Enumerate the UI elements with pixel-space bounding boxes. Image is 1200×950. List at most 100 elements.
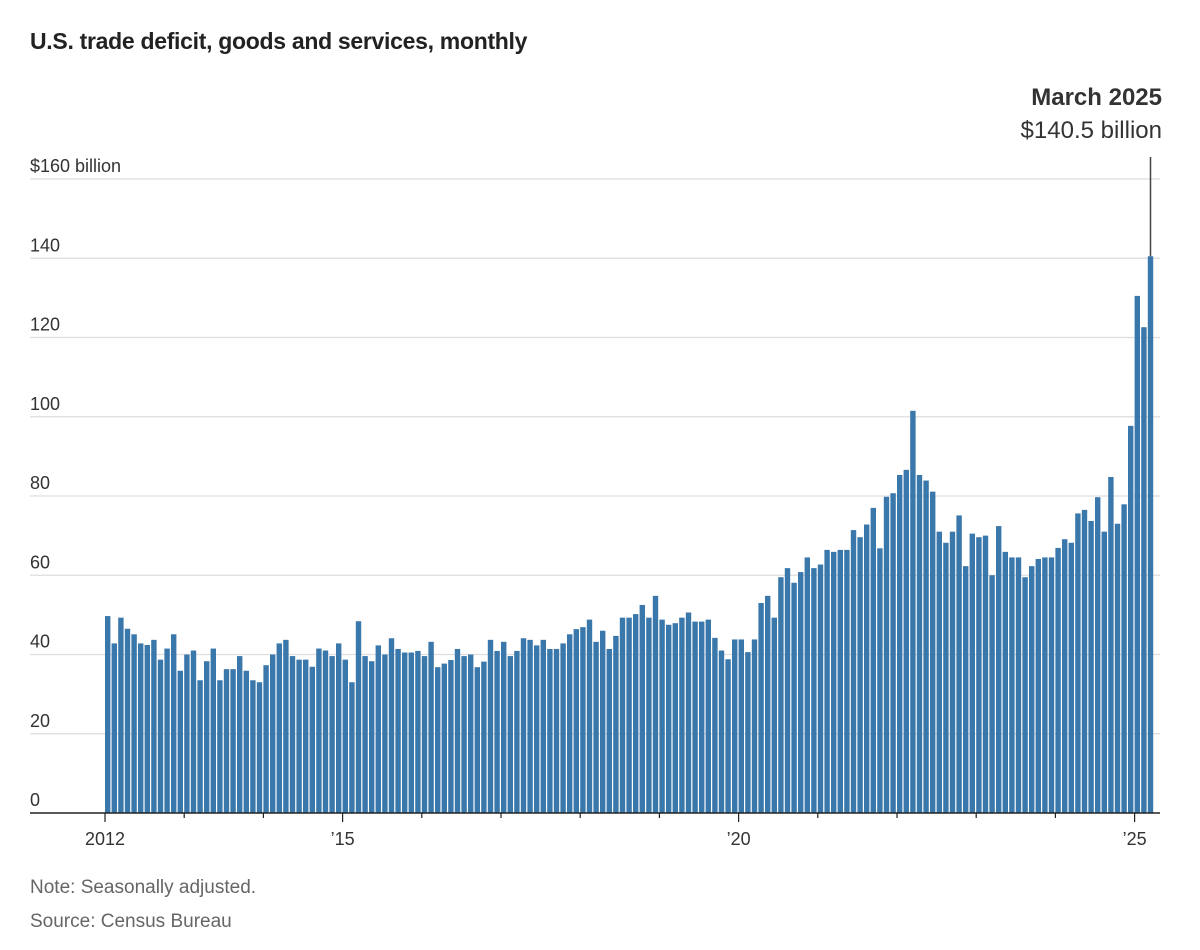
bar	[402, 652, 408, 813]
bar	[553, 648, 560, 813]
bar	[316, 648, 322, 813]
bar	[1088, 520, 1094, 813]
x-tick-label: ’20	[727, 829, 751, 849]
bar	[903, 469, 909, 813]
bar	[487, 639, 494, 813]
bar	[415, 650, 421, 813]
bar	[573, 629, 579, 813]
bar	[138, 643, 144, 813]
bar	[1009, 557, 1015, 813]
bar	[837, 549, 843, 813]
bar	[705, 619, 711, 813]
bar	[507, 656, 513, 813]
bar	[1134, 295, 1140, 813]
bar	[936, 531, 942, 813]
bar	[164, 648, 170, 813]
bar	[204, 661, 210, 813]
bar	[256, 682, 263, 813]
bar	[949, 531, 956, 813]
bar	[527, 639, 533, 813]
bar	[289, 656, 296, 813]
bar	[494, 650, 500, 813]
bar	[184, 654, 190, 813]
bar	[118, 617, 124, 813]
bar	[593, 641, 599, 813]
bar	[448, 660, 454, 813]
bar	[190, 650, 197, 813]
bar	[890, 493, 896, 813]
y-tick-label: $160 billion	[30, 156, 121, 176]
bar	[501, 641, 507, 813]
bar	[1055, 547, 1061, 813]
bar	[171, 634, 177, 813]
bar	[263, 665, 269, 813]
bar	[824, 549, 830, 813]
chart-source: Source: Census Bureau	[30, 911, 232, 932]
bar	[996, 526, 1002, 813]
bar	[844, 549, 850, 813]
bar	[329, 656, 335, 813]
bar	[679, 617, 685, 813]
bar	[857, 537, 863, 813]
bar	[105, 616, 111, 813]
x-tick-label: ’15	[331, 829, 355, 849]
bar	[791, 582, 797, 813]
bar	[1002, 551, 1008, 813]
bar	[276, 643, 282, 813]
bar	[1081, 509, 1088, 813]
bar	[375, 645, 381, 813]
bar	[751, 639, 758, 813]
bar	[355, 621, 362, 813]
bar	[672, 623, 678, 813]
bar	[1121, 504, 1127, 813]
bar	[157, 659, 164, 813]
y-tick-label: 80	[30, 473, 50, 493]
bar	[745, 652, 751, 813]
bar	[111, 643, 117, 813]
bar	[454, 648, 461, 813]
bar	[547, 648, 553, 813]
bar	[336, 643, 342, 813]
bar	[395, 648, 401, 813]
bar	[804, 557, 810, 813]
bar	[349, 682, 355, 813]
bar	[230, 669, 236, 813]
bar	[870, 507, 876, 813]
bar	[877, 548, 883, 813]
bar	[1042, 557, 1048, 813]
bar	[250, 680, 256, 813]
bar	[243, 670, 249, 813]
bar	[435, 667, 441, 813]
bar	[784, 568, 791, 813]
bar	[217, 680, 223, 813]
bar	[388, 638, 395, 813]
bar	[408, 652, 414, 813]
bar	[1068, 542, 1074, 813]
bar	[514, 650, 520, 813]
bar	[540, 639, 546, 813]
bar	[626, 617, 632, 813]
bar	[969, 533, 975, 813]
y-tick-label: 100	[30, 394, 60, 414]
bar	[930, 491, 936, 813]
bar	[1048, 557, 1055, 813]
bar	[586, 619, 593, 813]
chart-note: Note: Seasonally adjusted.	[30, 877, 257, 898]
bar	[725, 659, 731, 813]
bar	[223, 669, 230, 813]
bar	[520, 638, 527, 813]
bar	[956, 515, 962, 813]
bar	[441, 663, 447, 813]
bar	[666, 624, 672, 813]
bar	[811, 568, 817, 813]
bar	[652, 595, 659, 813]
bar	[580, 627, 586, 813]
bar	[1141, 327, 1147, 813]
bar	[322, 650, 329, 813]
bar	[1128, 425, 1134, 813]
bar	[283, 639, 289, 813]
bar	[461, 656, 467, 813]
bar	[639, 604, 645, 813]
bar	[963, 566, 969, 813]
bar	[309, 666, 315, 813]
